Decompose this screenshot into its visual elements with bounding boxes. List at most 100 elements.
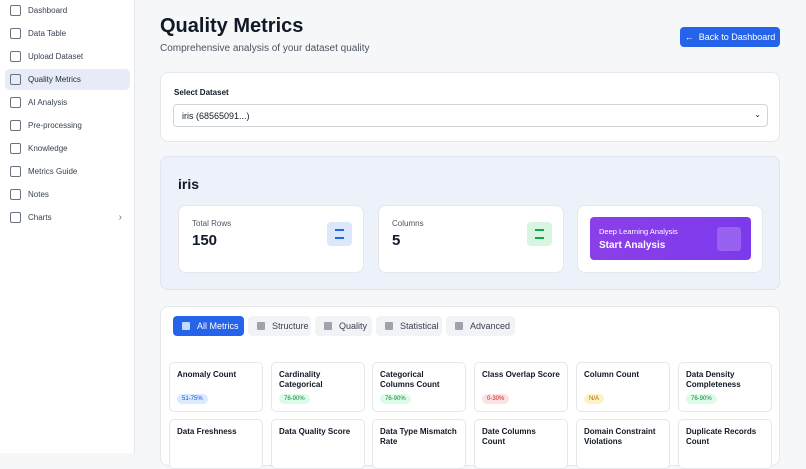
metric-name: Date Columns Count [482, 427, 536, 446]
nav-label: Data Table [28, 29, 67, 38]
nav-icon [10, 120, 21, 131]
tab-label: Structure [272, 321, 309, 331]
metric-card[interactable]: Column Count N/A [576, 362, 670, 412]
metric-badge: 0-30% [482, 394, 510, 404]
select-card: Select Dataset iris (68565091...) ⌄ [160, 72, 780, 142]
nav-item[interactable]: Notes [5, 184, 130, 205]
nav-label: Upload Dataset [28, 52, 84, 61]
select-caret: ⌄ [754, 110, 761, 119]
stat-icon [527, 222, 552, 246]
nav-item[interactable]: Metrics Guide [5, 161, 130, 182]
nav-item[interactable]: Dashboard [5, 0, 130, 21]
tab-icon [182, 322, 190, 330]
dataset-select[interactable]: iris (68565091...) ⌄ [173, 104, 768, 127]
nav-item[interactable]: Data Table [5, 23, 130, 44]
metric-badge: N/A [584, 394, 605, 404]
action-card: Deep Learning Analysis Start Analysis [577, 205, 763, 273]
stat-label: Total Rows [192, 219, 232, 228]
nav-item[interactable]: Upload Dataset [5, 46, 130, 67]
nav-icon [10, 143, 21, 154]
page-title: Quality Metrics [160, 15, 304, 37]
dataset-panel: iris Total Rows 150 Columns 5 Deep Learning A… [160, 156, 780, 290]
metric-name: Data Type Mismatch Rate [380, 427, 457, 446]
action-label: Deep Learning Analysis [599, 227, 678, 236]
nav-label: AI Analysis [28, 98, 68, 107]
metric-card[interactable]: Data Type Mismatch Rate [372, 419, 466, 469]
nav-label: Knowledge [28, 144, 68, 153]
nav-label: Pre-processing [28, 121, 82, 130]
metric-card[interactable]: Categorical Columns Count 76-90% [372, 362, 466, 412]
metric-name: Class Overlap Score [482, 370, 560, 379]
nav-label: Dashboard [28, 6, 68, 15]
nav-icon [10, 5, 21, 16]
stat-card: Total Rows 150 [178, 205, 364, 273]
tab-label: Quality [339, 321, 368, 331]
nav-item[interactable]: Pre-processing [5, 115, 130, 136]
nav-item[interactable]: Charts › [5, 207, 130, 228]
tab-icon [455, 322, 463, 330]
chevron: › [118, 212, 122, 223]
icon-glyph [335, 229, 344, 239]
stat-icon [327, 222, 352, 246]
tab-icon [324, 322, 332, 330]
tab[interactable]: Quality [315, 316, 372, 336]
metric-name: Column Count [584, 370, 640, 379]
metric-card[interactable]: Class Overlap Score 0-30% [474, 362, 568, 412]
metric-badge: 76-90% [686, 394, 717, 404]
nav-icon [10, 97, 21, 108]
metric-card[interactable]: Anomaly Count 51-75% [169, 362, 263, 412]
metric-name: Categorical Columns Count [380, 370, 440, 389]
stat-card: Columns 5 [378, 205, 564, 273]
stat-label: Columns [392, 219, 424, 228]
bulb-icon [717, 227, 741, 251]
select-value: iris (68565091...) [182, 111, 250, 121]
metric-card[interactable]: Data Density Completeness 76-90% [678, 362, 772, 412]
button-label: Back to Dashboard [698, 32, 776, 42]
metric-badge: 51-75% [177, 394, 208, 404]
tab-label: Advanced [470, 321, 511, 331]
page-subtitle: Comprehensive analysis of your dataset q… [160, 43, 370, 54]
arrow-icon: ← [684, 32, 694, 42]
metric-name: Duplicate Records Count [686, 427, 757, 446]
back-button[interactable]: ← Back to Dashboard [680, 27, 780, 47]
metric-name: Data Density Completeness [686, 370, 741, 389]
tab-label: Statistical [400, 321, 439, 331]
metric-badge: 76-90% [380, 394, 411, 404]
metric-name: Cardinality Categorical [279, 370, 323, 389]
tab[interactable]: Structure [248, 316, 311, 336]
tab[interactable]: Statistical [376, 316, 442, 336]
metric-card[interactable]: Duplicate Records Count [678, 419, 772, 469]
nav-label: Metrics Guide [28, 167, 78, 176]
metric-card[interactable]: Domain Constraint Violations [576, 419, 670, 469]
tab-icon [385, 322, 393, 330]
tab-label: All Metrics [197, 321, 239, 331]
metric-name: Domain Constraint Violations [584, 427, 656, 446]
stat-value: 150 [192, 232, 218, 249]
action-button: Start Analysis [599, 240, 666, 251]
metric-card[interactable]: Data Freshness [169, 419, 263, 469]
nav-item[interactable]: AI Analysis [5, 92, 130, 113]
nav-label: Notes [28, 190, 49, 199]
deep-learning-button[interactable]: Deep Learning Analysis Start Analysis [590, 217, 751, 260]
tab-icon [257, 322, 265, 330]
nav-item[interactable]: Quality Metrics [5, 69, 130, 90]
nav-label: Charts [28, 213, 52, 222]
metric-name: Anomaly Count [177, 370, 237, 379]
metric-badge: 76-90% [279, 394, 310, 404]
tab[interactable]: All Metrics [173, 316, 244, 336]
tab[interactable]: Advanced [446, 316, 515, 336]
nav-icon [10, 51, 21, 62]
nav-icon [10, 74, 21, 85]
nav-icon [10, 28, 21, 39]
metric-card[interactable]: Cardinality Categorical 76-90% [271, 362, 365, 412]
nav-icon [10, 166, 21, 177]
nav-item[interactable]: Knowledge [5, 138, 130, 159]
stat-value: 5 [392, 232, 401, 249]
metric-card[interactable]: Date Columns Count [474, 419, 568, 469]
sidebar: Dashboard Data Table Upload Dataset Quality… [0, 0, 135, 453]
dataset-name: iris [178, 176, 200, 192]
metric-name: Data Quality Score [279, 427, 351, 436]
metric-card[interactable]: Data Quality Score [271, 419, 365, 469]
nav-icon [10, 212, 21, 223]
page: Dashboard Data Table Upload Dataset Quality… [0, 0, 780, 469]
